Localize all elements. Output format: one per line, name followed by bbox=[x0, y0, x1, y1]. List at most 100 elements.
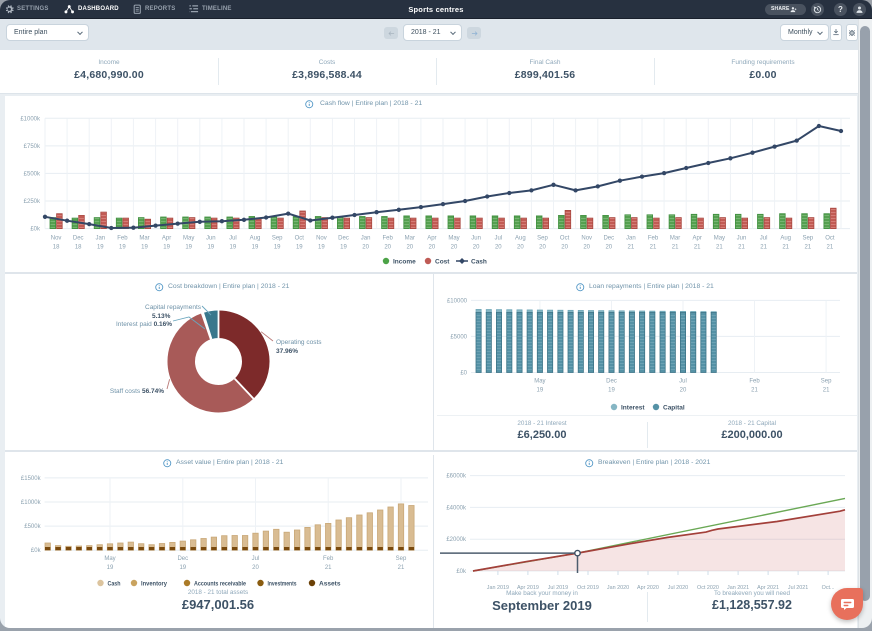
svg-text:Sep: Sep bbox=[537, 236, 548, 242]
svg-text:20: 20 bbox=[362, 245, 369, 251]
svg-text:Jan: Jan bbox=[626, 236, 636, 242]
svg-text:19: 19 bbox=[107, 565, 114, 571]
svg-text:Jul: Jul bbox=[760, 236, 768, 242]
svg-text:Oct...: Oct... bbox=[822, 585, 835, 591]
svg-text:Inventory: Inventory bbox=[141, 581, 167, 588]
svg-text:Operating costs: Operating costs bbox=[276, 339, 322, 346]
svg-text:Jul: Jul bbox=[494, 236, 502, 242]
svg-text:Apr 2019: Apr 2019 bbox=[517, 585, 539, 591]
svg-text:Oct 2019: Oct 2019 bbox=[577, 585, 599, 591]
svg-text:19: 19 bbox=[296, 245, 303, 251]
svg-text:Feb: Feb bbox=[323, 556, 334, 562]
svg-text:Dec: Dec bbox=[338, 236, 349, 242]
svg-text:May: May bbox=[534, 379, 545, 385]
svg-text:20: 20 bbox=[539, 245, 546, 251]
svg-text:£250k: £250k bbox=[24, 199, 41, 205]
svg-text:Apr 2020: Apr 2020 bbox=[637, 585, 659, 591]
svg-text:May: May bbox=[104, 556, 115, 562]
svg-text:Aug: Aug bbox=[515, 236, 526, 242]
svg-text:Feb: Feb bbox=[117, 236, 128, 242]
svg-text:19: 19 bbox=[97, 245, 104, 251]
svg-text:Apr: Apr bbox=[427, 236, 436, 242]
svg-text:Jul: Jul bbox=[679, 379, 687, 385]
svg-text:37.96%: 37.96% bbox=[276, 348, 298, 355]
svg-text:Jan: Jan bbox=[95, 236, 105, 242]
svg-text:Capital repayments: Capital repayments bbox=[145, 304, 202, 311]
svg-text:Cash: Cash bbox=[471, 259, 487, 266]
svg-text:£4000k: £4000k bbox=[446, 505, 467, 511]
svg-text:Mar: Mar bbox=[670, 236, 680, 242]
svg-text:Sep: Sep bbox=[396, 556, 407, 562]
svg-text:20: 20 bbox=[495, 245, 502, 251]
svg-text:21: 21 bbox=[325, 565, 332, 571]
svg-text:20: 20 bbox=[561, 245, 568, 251]
svg-text:Jun: Jun bbox=[206, 236, 216, 242]
svg-text:Sep: Sep bbox=[821, 379, 832, 385]
svg-text:Feb: Feb bbox=[749, 379, 760, 385]
svg-text:May: May bbox=[714, 236, 725, 242]
svg-text:21: 21 bbox=[628, 245, 635, 251]
svg-text:Jan: Jan bbox=[361, 236, 371, 242]
svg-text:Assets: Assets bbox=[319, 581, 341, 588]
svg-text:Investments: Investments bbox=[268, 581, 297, 588]
svg-text:Oct: Oct bbox=[295, 236, 305, 242]
svg-text:20: 20 bbox=[429, 245, 436, 251]
svg-text:19: 19 bbox=[340, 245, 347, 251]
svg-text:20: 20 bbox=[583, 245, 590, 251]
svg-text:Feb: Feb bbox=[648, 236, 659, 242]
svg-text:21: 21 bbox=[827, 245, 834, 251]
svg-text:£1000k: £1000k bbox=[20, 116, 41, 122]
svg-text:Sep: Sep bbox=[802, 236, 813, 242]
svg-text:£0k: £0k bbox=[456, 569, 467, 575]
svg-text:21: 21 bbox=[823, 388, 830, 394]
svg-text:20: 20 bbox=[680, 388, 687, 394]
svg-text:Staff costs 56.74%: Staff costs 56.74% bbox=[110, 388, 164, 395]
svg-text:21: 21 bbox=[804, 245, 811, 251]
svg-text:21: 21 bbox=[398, 565, 405, 571]
svg-text:Capital: Capital bbox=[663, 405, 685, 412]
svg-text:£750k: £750k bbox=[24, 144, 41, 150]
svg-text:Jan 2020: Jan 2020 bbox=[607, 585, 629, 591]
svg-text:19: 19 bbox=[318, 245, 325, 251]
svg-text:Dec: Dec bbox=[177, 556, 188, 562]
svg-text:£1000k: £1000k bbox=[21, 500, 42, 506]
svg-text:May: May bbox=[448, 236, 459, 242]
svg-text:Jul 2020: Jul 2020 bbox=[668, 585, 688, 591]
svg-text:19: 19 bbox=[608, 388, 615, 394]
svg-text:Jul 2021: Jul 2021 bbox=[788, 585, 808, 591]
svg-text:£5000: £5000 bbox=[450, 334, 467, 340]
svg-text:Apr 2021: Apr 2021 bbox=[757, 585, 779, 591]
svg-text:20: 20 bbox=[451, 245, 458, 251]
svg-text:Jan 2019: Jan 2019 bbox=[487, 585, 509, 591]
svg-text:£2000k: £2000k bbox=[446, 537, 467, 543]
svg-text:Mar: Mar bbox=[139, 236, 149, 242]
svg-text:Jun: Jun bbox=[737, 236, 747, 242]
svg-text:19: 19 bbox=[207, 245, 214, 251]
svg-text:£0: £0 bbox=[460, 371, 467, 377]
svg-text:Accounts receivable: Accounts receivable bbox=[194, 581, 246, 588]
svg-text:Cost: Cost bbox=[435, 259, 450, 266]
svg-text:Dec: Dec bbox=[606, 379, 617, 385]
svg-text:£0k: £0k bbox=[30, 227, 41, 233]
svg-text:21: 21 bbox=[672, 245, 679, 251]
svg-text:19: 19 bbox=[163, 245, 170, 251]
svg-text:Jun: Jun bbox=[471, 236, 481, 242]
svg-text:19: 19 bbox=[230, 245, 237, 251]
svg-text:18: 18 bbox=[53, 245, 60, 251]
svg-text:19: 19 bbox=[274, 245, 281, 251]
svg-text:Feb: Feb bbox=[383, 236, 394, 242]
svg-text:£10000: £10000 bbox=[447, 298, 468, 304]
svg-text:21: 21 bbox=[650, 245, 657, 251]
svg-text:Oct: Oct bbox=[825, 236, 835, 242]
svg-text:Income: Income bbox=[393, 259, 416, 266]
svg-text:19: 19 bbox=[537, 388, 544, 394]
svg-text:20: 20 bbox=[517, 245, 524, 251]
svg-text:£1500k: £1500k bbox=[21, 476, 42, 482]
svg-text:21: 21 bbox=[751, 388, 758, 394]
svg-text:Aug: Aug bbox=[250, 236, 261, 242]
svg-text:19: 19 bbox=[185, 245, 192, 251]
svg-text:May: May bbox=[183, 236, 194, 242]
svg-text:Nov: Nov bbox=[51, 236, 62, 242]
svg-text:20: 20 bbox=[473, 245, 480, 251]
svg-text:£6000k: £6000k bbox=[446, 474, 467, 480]
